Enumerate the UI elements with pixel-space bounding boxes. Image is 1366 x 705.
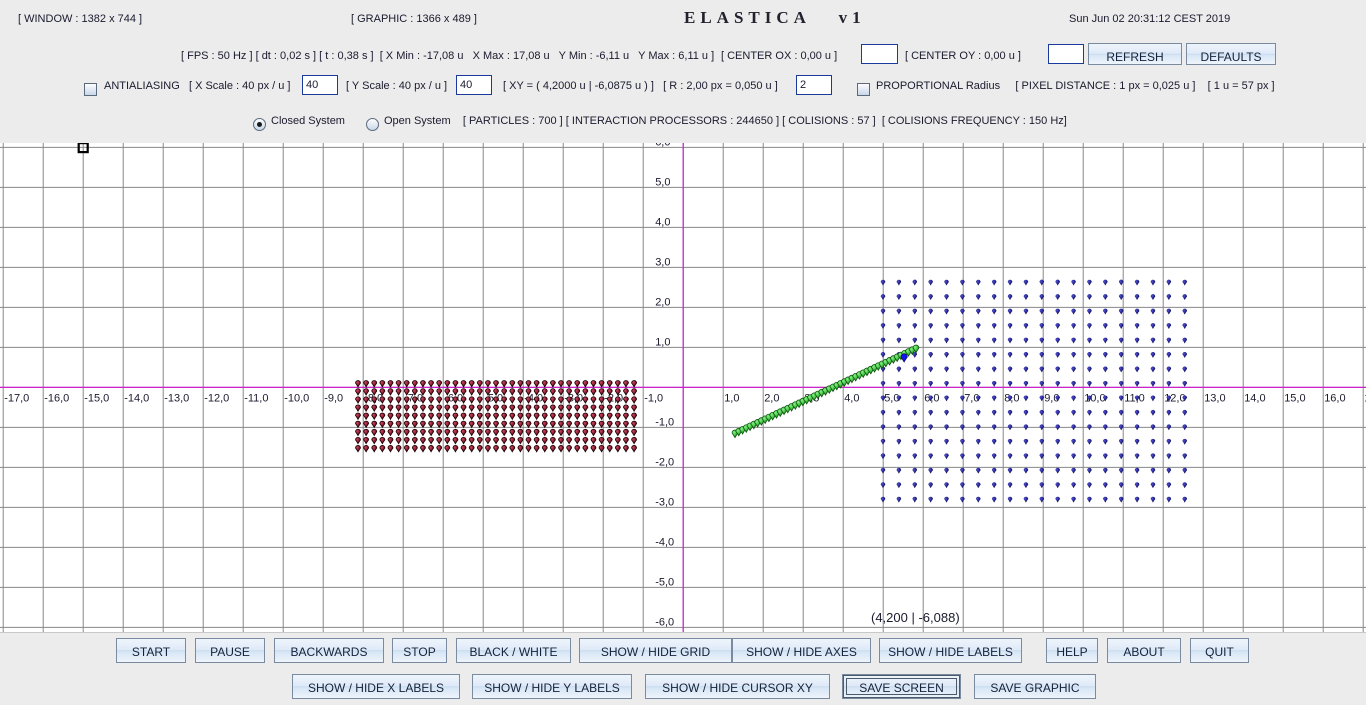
svg-text:2,0: 2,0 (764, 392, 779, 404)
svg-text:4,0: 4,0 (655, 216, 670, 228)
svg-text:-1,0: -1,0 (644, 392, 663, 404)
svg-text:14,0: 14,0 (1244, 392, 1265, 404)
svg-text:-16,0: -16,0 (44, 392, 69, 404)
svg-text:-1,0: -1,0 (655, 416, 674, 428)
svg-text:10,0: 10,0 (1084, 392, 1105, 404)
svg-text:(4,200 | -6,088): (4,200 | -6,088) (871, 610, 960, 625)
svg-text:-14,0: -14,0 (124, 392, 149, 404)
svg-text:-2,0: -2,0 (655, 456, 674, 468)
svg-text:-11,0: -11,0 (244, 392, 268, 404)
svg-text:-13,0: -13,0 (164, 392, 189, 404)
svg-text:15,0: 15,0 (1284, 392, 1305, 404)
svg-text:-4,0: -4,0 (655, 536, 674, 548)
svg-text:-17,0: -17,0 (4, 392, 29, 404)
svg-text:-10,0: -10,0 (284, 392, 309, 404)
svg-text:11,0: 11,0 (1124, 392, 1145, 404)
svg-text:4,0: 4,0 (844, 392, 859, 404)
svg-text:-12,0: -12,0 (204, 392, 229, 404)
svg-text:-3,0: -3,0 (655, 496, 674, 508)
svg-text:8,0: 8,0 (1004, 392, 1019, 404)
svg-text:16,0: 16,0 (1324, 392, 1345, 404)
svg-text:-5,0: -5,0 (655, 576, 674, 588)
svg-text:6,0: 6,0 (655, 143, 670, 148)
svg-text:1,0: 1,0 (655, 336, 670, 348)
svg-text:-6,0: -6,0 (655, 616, 674, 628)
svg-text:-15,0: -15,0 (84, 392, 109, 404)
svg-text:3,0: 3,0 (655, 256, 670, 268)
svg-text:-9,0: -9,0 (324, 392, 343, 404)
svg-text:13,0: 13,0 (1204, 392, 1225, 404)
svg-text:2,0: 2,0 (655, 296, 670, 308)
svg-text:1,0: 1,0 (724, 392, 739, 404)
svg-text:5,0: 5,0 (655, 176, 670, 188)
